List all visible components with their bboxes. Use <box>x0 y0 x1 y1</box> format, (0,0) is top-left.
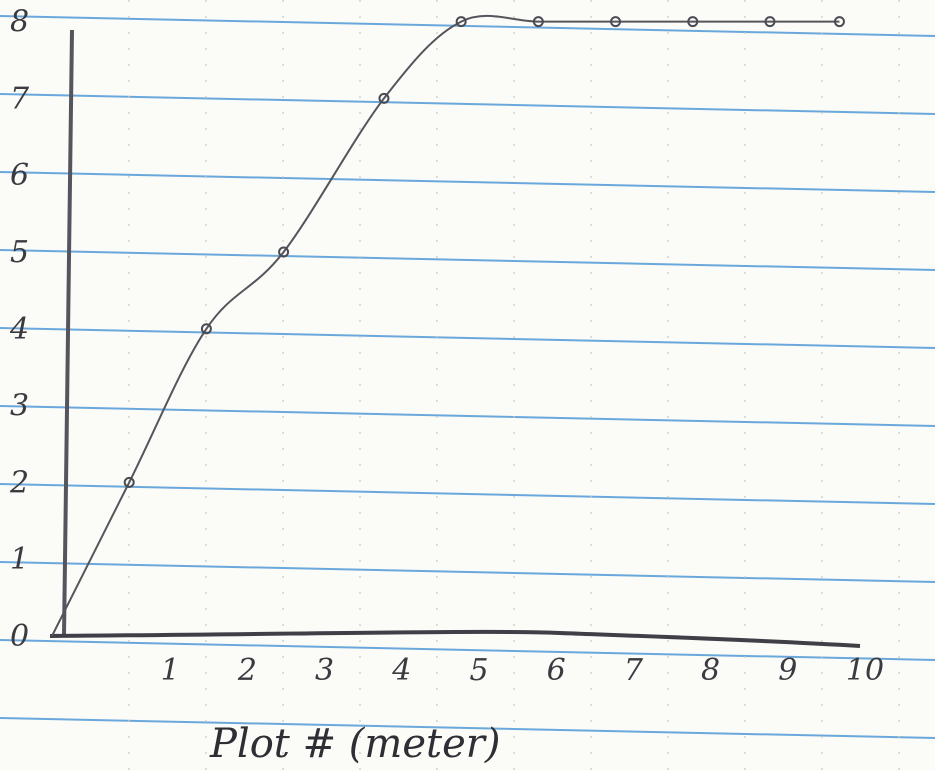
dotted-guides <box>128 0 900 771</box>
data-point <box>532 16 544 28</box>
x-tick-label: 6 <box>547 653 566 688</box>
data-point <box>378 92 390 104</box>
x-tick-label: 10 <box>846 653 884 688</box>
data-point <box>123 476 135 488</box>
y-tick-label: 0 <box>10 619 29 654</box>
x-tick-label: 7 <box>624 653 644 688</box>
x-tick-label: 2 <box>237 653 257 688</box>
x-tick-label: 3 <box>315 653 334 688</box>
ruled-line <box>0 249 935 271</box>
data-point <box>455 16 467 28</box>
ruled-line <box>0 717 935 739</box>
ruled-line <box>0 561 935 583</box>
y-tick-labels: 0 1 2 3 4 5 6 7 8 <box>9 5 30 654</box>
x-tick-label: 4 <box>391 653 411 688</box>
data-point <box>278 246 290 258</box>
ruled-line <box>0 15 935 37</box>
y-tick-label: 3 <box>10 389 29 424</box>
y-tick-label: 5 <box>10 235 29 270</box>
data-point <box>833 16 845 28</box>
x-axis-label: Plot # (meter) <box>209 721 501 767</box>
ruled-line <box>0 93 935 115</box>
ruled-line <box>0 483 935 505</box>
data-points <box>123 16 845 488</box>
data-curve <box>51 14 840 637</box>
y-tick-label: 1 <box>10 542 29 577</box>
x-tick-label: 1 <box>161 653 180 688</box>
ruled-line <box>0 405 935 427</box>
x-axis-line <box>49 629 861 648</box>
ruled-lines <box>0 15 935 739</box>
y-tick-label: 4 <box>9 312 29 347</box>
y-tick-label: 2 <box>9 465 29 500</box>
y-tick-label: 6 <box>10 158 29 193</box>
y-axis-line <box>62 29 74 637</box>
y-tick-label: 7 <box>10 81 30 116</box>
data-point <box>764 16 776 28</box>
x-tick-label: 9 <box>778 653 797 688</box>
ruled-line <box>0 327 935 349</box>
ruled-line <box>0 639 935 661</box>
data-point <box>200 323 212 335</box>
x-tick-labels: 1 2 3 4 5 6 7 8 9 10 <box>161 653 884 688</box>
x-tick-label: 8 <box>701 653 720 688</box>
y-tick-label: 8 <box>10 5 29 40</box>
data-point <box>610 16 622 28</box>
data-point <box>687 16 699 28</box>
x-tick-label: 5 <box>469 653 488 688</box>
ruled-line <box>0 171 935 193</box>
